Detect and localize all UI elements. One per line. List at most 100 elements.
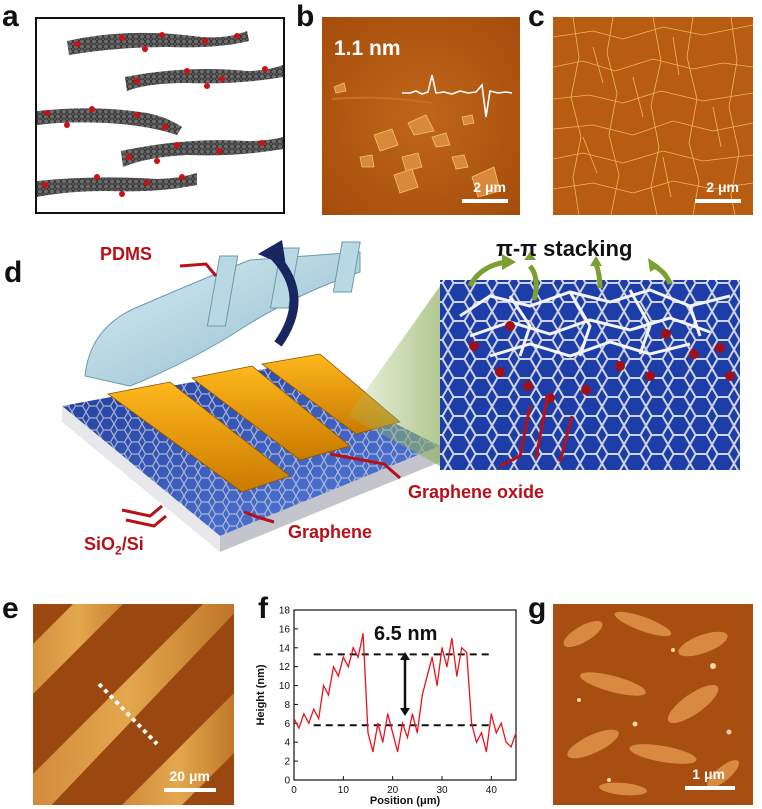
scale-bar-g [685,786,735,790]
data-point [308,722,310,724]
data-point [392,732,394,734]
y-tick-label: 4 [284,738,290,749]
panel-label-b: b [296,0,315,33]
y-tick-label: 6 [284,719,290,730]
data-point [421,694,423,696]
data-point [357,656,359,658]
sheet-3 [37,106,182,135]
panel-label-c: c [528,0,545,33]
data-point [337,675,339,677]
x-tick-label: 20 [387,785,399,796]
data-point [377,722,379,724]
data-point [327,694,330,696]
data-point [505,741,507,743]
stacked-sheets-illustration [37,31,283,197]
y-tick-label: 16 [279,624,291,635]
graphene-label: Graphene [288,522,373,542]
panel-label-a: a [2,0,19,33]
data-point [293,718,295,720]
data-point [367,732,369,734]
data-point [431,656,433,658]
panel-a-molecular-model [35,17,285,214]
afm-rough-surface-image [553,604,753,805]
panel-label-d: d [4,256,23,289]
data-point [461,647,463,649]
plot-frame [293,609,517,781]
data-point [416,732,418,734]
data-point [426,675,428,677]
sheet-2 [125,65,283,91]
panel-b-afm-image: 1.1 nm 2 μm [322,17,520,215]
height-annotation: 1.1 nm [334,37,401,60]
step-arrow-head-up [400,652,410,660]
panel-label-e: e [2,592,19,625]
height-trace-line [293,633,517,752]
data-point [490,713,492,715]
scale-bar-label-c: 2 μm [706,179,739,195]
data-point [515,732,517,734]
panel-f-height-profile-chart: 0 2 4 6 8 10 12 14 16 18 0 10 20 30 40 6.5 nm Positio… [250,600,530,809]
sheet-5 [37,173,197,197]
afm-flakes-image [322,17,520,215]
step-annotation: 6.5 nm [374,623,437,645]
x-tick-label: 30 [436,785,448,796]
afm-wrinkle-network-image [553,17,753,215]
data-point [303,713,305,715]
scale-bar-b [462,199,508,203]
data-point [466,651,468,654]
data-point [397,751,399,753]
data-point [323,684,325,687]
height-profile-trace [402,74,512,118]
data-point [451,637,453,639]
y-tick-label: 2 [284,757,290,768]
height-profile-chart: 0 2 4 6 8 10 12 14 16 18 0 10 20 30 40 6.5 nm Positio… [255,606,517,807]
data-point [475,741,478,743]
sheet-4 [121,137,283,167]
data-point [313,708,315,710]
data-point [372,751,374,753]
data-point [406,736,409,739]
data-point [298,727,300,729]
data-point [318,718,320,720]
scale-bar-label-e: 20 μm [169,768,210,784]
panel-d-schematic: PDMS π-π stacking Graphene oxide Graphen… [30,226,762,591]
panel-g-afm-image: 1 μm [553,604,753,805]
transfer-schematic [62,240,740,552]
data-point [332,666,335,668]
graphene-oxide-label: Graphene oxide [408,482,545,502]
substrate-label-main: SiO [84,534,116,554]
y-tick-label: 14 [279,643,291,654]
substrate-label: SiO2/Si [84,534,144,558]
sheet-1 [67,31,249,55]
y-axis-label: Height (nm) [255,664,267,725]
data-point [480,732,483,734]
step-arrow-head-down [400,708,410,716]
data-point [342,656,344,658]
y-tick-label: 18 [279,606,291,617]
data-point [401,722,404,724]
data-point [485,751,487,753]
scale-bar-e [164,788,216,792]
x-tick-label: 0 [291,785,297,796]
data-point [387,713,389,715]
afm-stripes-image [33,604,234,805]
y-tick-label: 8 [284,700,290,711]
data-point [352,647,354,649]
data-point [347,666,349,668]
y-tick-label: 0 [284,776,290,787]
scale-bar-label-g: 1 μm [692,766,725,782]
data-point [456,675,458,677]
pdms-label: PDMS [100,244,153,264]
panel-c-afm-image: 2 μm [553,17,753,215]
substrate-label-subscript: 2 [115,543,122,558]
data-point [500,722,502,724]
panel-label-f: f [258,592,268,625]
data-point [362,633,364,635]
panel-label-g: g [528,592,547,625]
data-point [382,741,384,743]
x-tick-label: 10 [338,785,350,796]
data-point [441,647,443,649]
scale-bar-label-b: 2 μm [473,179,506,195]
data-point [436,684,438,687]
pi-stacking-label: π-π stacking [496,236,633,261]
